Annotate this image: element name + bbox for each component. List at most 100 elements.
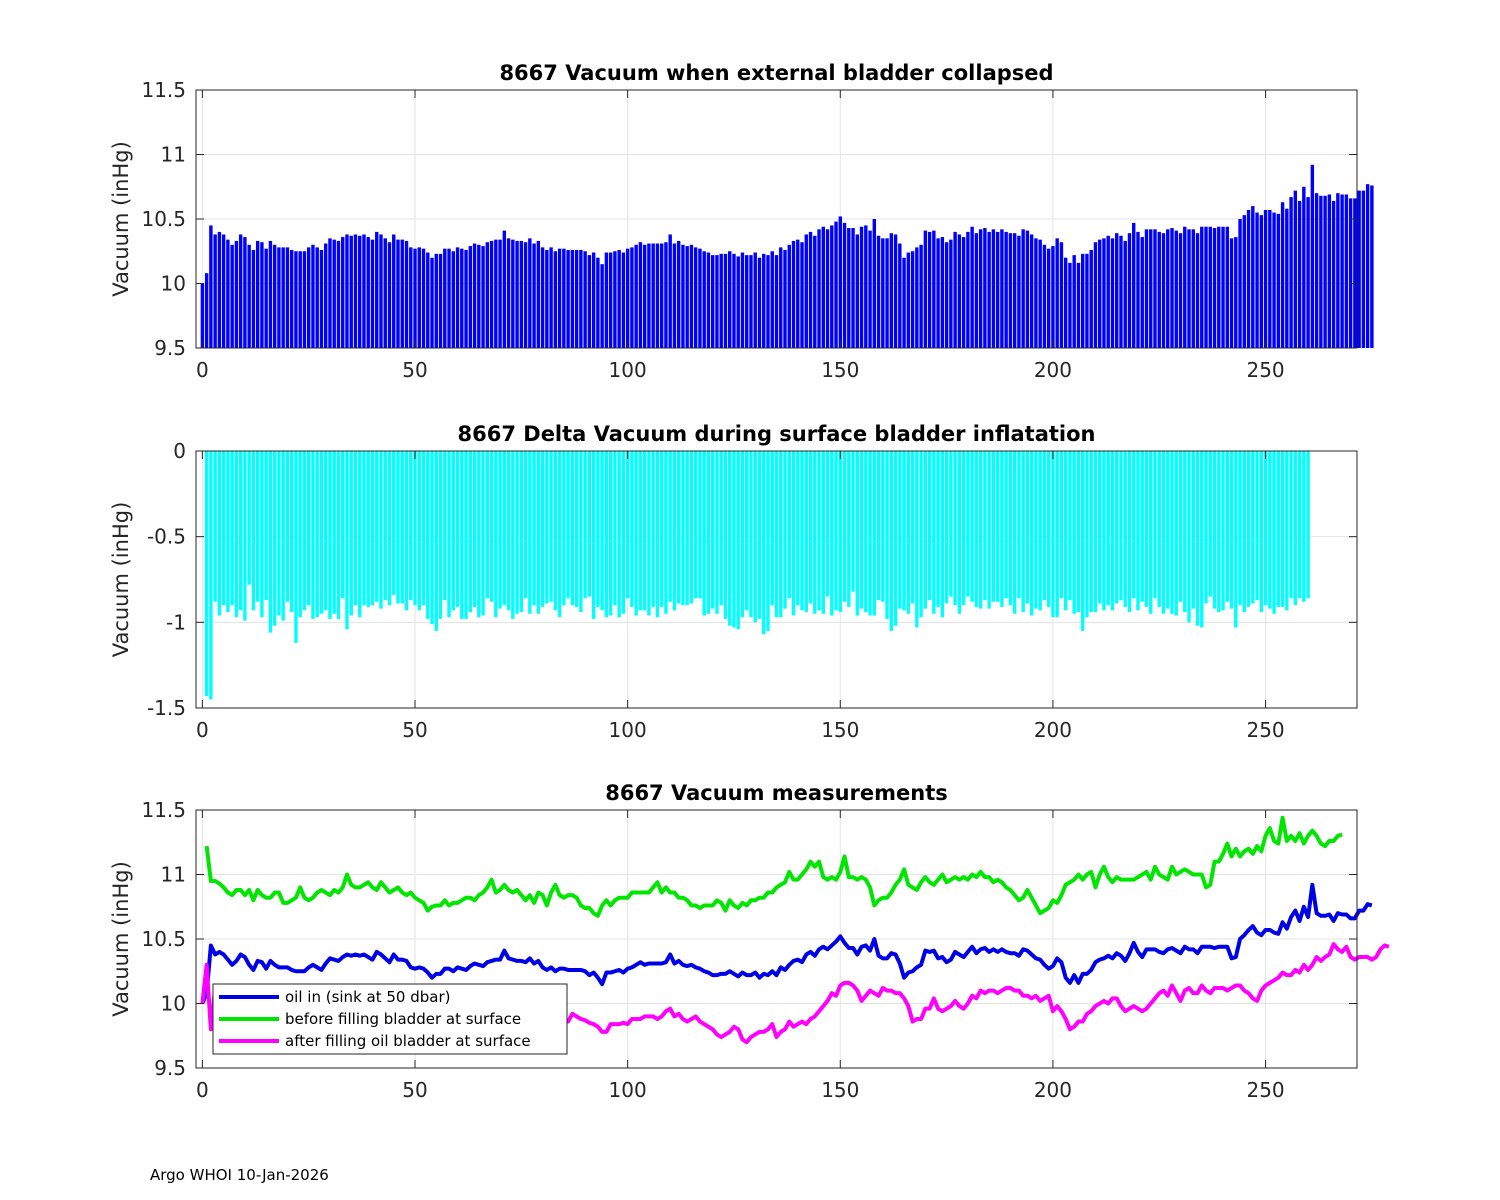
bar	[392, 234, 396, 348]
bar	[1293, 451, 1298, 606]
bar	[808, 231, 813, 348]
bar	[1319, 195, 1323, 348]
bar	[825, 451, 830, 597]
bar	[221, 234, 226, 348]
bar	[796, 451, 800, 606]
bar	[949, 451, 953, 597]
bar	[842, 222, 847, 348]
bar	[740, 451, 745, 618]
bar	[625, 451, 630, 599]
bar	[1174, 451, 1178, 616]
bar	[341, 237, 345, 348]
bar	[906, 451, 911, 614]
bar	[604, 451, 609, 618]
bar	[494, 239, 498, 348]
bar	[600, 264, 604, 348]
bar	[617, 451, 621, 618]
bar	[455, 451, 460, 607]
bar	[719, 451, 723, 606]
bar	[621, 451, 626, 614]
bar	[987, 451, 991, 609]
bar	[460, 451, 464, 619]
bar	[549, 247, 553, 348]
bar	[1055, 451, 1059, 618]
bar	[932, 451, 936, 614]
bar	[655, 243, 660, 348]
bar	[1008, 233, 1013, 348]
bar	[736, 256, 740, 348]
bar	[251, 249, 256, 348]
bar	[247, 244, 251, 348]
bar	[1285, 208, 1289, 348]
bar	[766, 451, 770, 631]
bar	[1119, 235, 1123, 348]
bar	[587, 255, 592, 348]
bar	[689, 451, 694, 604]
bar	[1187, 229, 1191, 348]
bar	[213, 451, 217, 602]
bar	[1093, 451, 1098, 613]
bar	[464, 451, 468, 619]
bar	[562, 451, 566, 606]
bar	[745, 451, 749, 611]
bar	[264, 451, 268, 601]
bar	[332, 239, 336, 348]
y-tick-label: 11.5	[141, 78, 186, 102]
bar	[574, 451, 579, 607]
bar	[400, 451, 404, 604]
bar	[817, 229, 821, 348]
bar	[838, 216, 842, 348]
bar	[1225, 451, 1229, 602]
bar	[1268, 209, 1272, 348]
bar	[1063, 451, 1068, 611]
bar	[243, 237, 247, 348]
bar	[859, 451, 864, 609]
bar	[596, 257, 600, 348]
bar	[961, 237, 966, 348]
bar	[1166, 451, 1170, 609]
bar	[766, 255, 770, 348]
bar	[536, 451, 541, 614]
bar	[472, 451, 477, 607]
bar	[477, 451, 481, 618]
bar	[1149, 229, 1153, 348]
bar	[387, 242, 392, 348]
bar	[642, 244, 647, 348]
bar	[549, 451, 553, 602]
bar	[1059, 451, 1064, 599]
x-tick-label: 50	[402, 1078, 427, 1102]
bar	[1229, 451, 1234, 609]
bar	[868, 230, 872, 348]
bar	[1238, 451, 1242, 606]
bar	[1276, 451, 1281, 607]
bar	[226, 451, 230, 613]
chart-2-axes: 0 50 100 150 200 250 -1.5 -1 -0.5 0	[147, 439, 1358, 742]
bar	[481, 246, 485, 348]
bar	[796, 239, 800, 348]
bar	[1344, 194, 1349, 348]
bar	[1038, 451, 1042, 611]
bar	[1166, 229, 1170, 348]
bar	[375, 451, 379, 602]
bar	[919, 244, 923, 348]
bar	[370, 451, 375, 606]
bar	[464, 249, 468, 348]
bar	[1229, 238, 1234, 348]
bar	[438, 253, 443, 348]
bar	[234, 240, 239, 348]
bar	[553, 451, 558, 611]
bar	[366, 237, 370, 348]
bar	[1174, 230, 1178, 348]
bar	[498, 451, 502, 609]
bar	[1029, 234, 1034, 348]
legend-label-before-filling: before filling bladder at surface	[285, 1010, 521, 1028]
bar	[1140, 451, 1144, 602]
bar	[315, 247, 319, 348]
bar	[736, 451, 740, 630]
bar	[885, 451, 889, 619]
bar	[953, 231, 957, 348]
bar	[910, 451, 915, 604]
bar	[706, 252, 711, 348]
bar	[345, 234, 349, 348]
y-tick-label: 11	[161, 863, 186, 887]
